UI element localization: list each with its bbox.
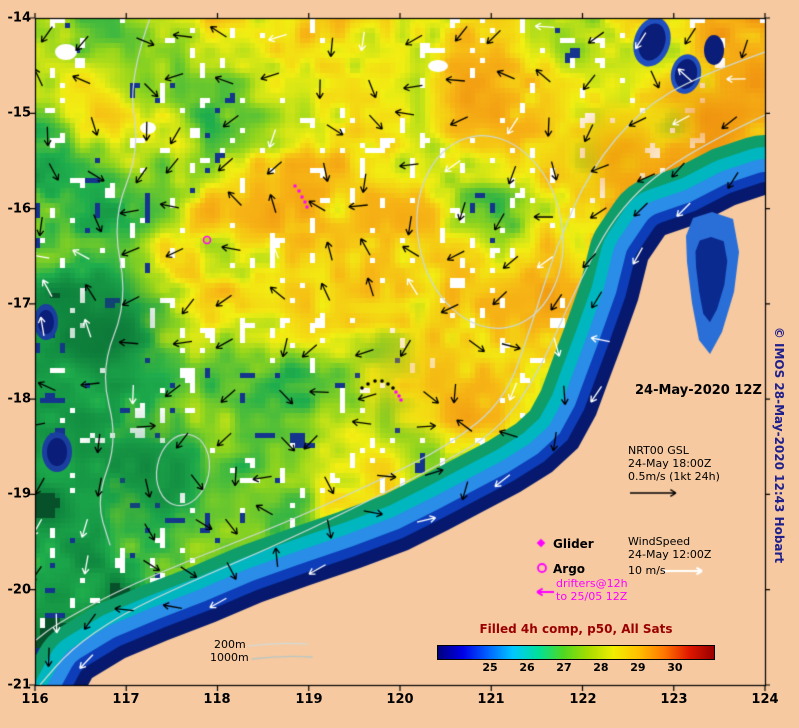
argo-label: Argo: [553, 562, 586, 576]
y-tick-label: -20: [7, 582, 32, 598]
glider-label: Glider: [553, 537, 594, 551]
windspeed-legend: WindSpeed 24-May 12:00Z 10 m/s: [628, 535, 711, 577]
wind-line2: 24-May 12:00Z: [628, 548, 712, 561]
x-tick-label: 124: [751, 692, 779, 707]
gsl-legend: NRT00 GSL 24-May 18:00Z 0.5m/s (1kt 24h): [628, 444, 720, 483]
x-tick-label: 121: [477, 692, 505, 707]
depth-1000-label: 1000m: [210, 651, 249, 664]
colorbar-tick-label: 25: [482, 661, 498, 674]
y-tick-label: -16: [7, 201, 32, 217]
colorbar-tick-label: 28: [593, 661, 609, 674]
wind-line3: 10 m/s: [628, 564, 666, 577]
colorbar-tick-labels: 25 26 27 28 29 30: [437, 661, 713, 675]
colorbar-tick-label: 27: [556, 661, 572, 674]
colorbar-tick-label: 26: [519, 661, 535, 674]
y-tick-label: -18: [7, 391, 32, 407]
x-tick-label: 120: [386, 692, 414, 707]
x-tick-label: 117: [112, 692, 140, 707]
gsl-line1: NRT00 GSL: [628, 444, 689, 457]
copyright-label: © IMOS 28-May-2020 12:43 Hobart: [772, 326, 786, 564]
timestamp-label: 24-May-2020 12Z: [635, 383, 762, 398]
x-tick-label: 116: [21, 692, 49, 707]
drifters-line1: drifters@12h: [556, 577, 628, 590]
colorbar: [437, 645, 715, 660]
gsl-line2: 24-May 18:00Z: [628, 457, 712, 470]
depth-200-label: 200m: [214, 638, 246, 651]
drifters-label: drifters@12h to 25/05 12Z: [556, 577, 628, 603]
colorbar-gradient: [438, 646, 714, 659]
x-tick-label: 119: [295, 692, 323, 707]
x-tick-label: 122: [569, 692, 597, 707]
y-tick-label: -21: [7, 677, 32, 693]
y-tick-label: -15: [7, 105, 32, 121]
wind-line1: WindSpeed: [628, 535, 691, 548]
gsl-line3: 0.5m/s (1kt 24h): [628, 470, 720, 483]
colorbar-tick-label: 29: [630, 661, 646, 674]
x-tick-label: 123: [660, 692, 688, 707]
x-tick-label: 118: [203, 692, 231, 707]
y-tick-label: -14: [7, 10, 32, 26]
y-tick-label: -19: [7, 486, 32, 502]
drifters-line2: to 25/05 12Z: [556, 590, 628, 603]
y-tick-label: -17: [7, 296, 32, 312]
colorbar-tick-label: 30: [667, 661, 683, 674]
colorbar-title: Filled 4h comp, p50, All Sats: [479, 622, 673, 636]
